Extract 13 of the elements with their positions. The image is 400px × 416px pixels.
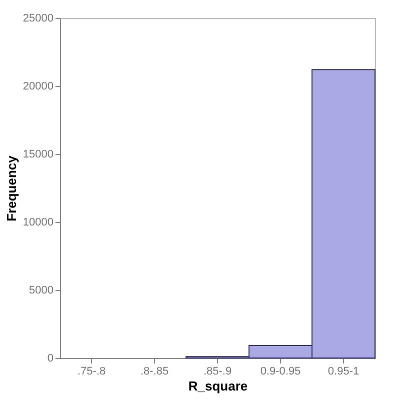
y-axis-title: Frequency [4, 154, 19, 222]
y-tick-label: 0 [47, 352, 54, 364]
y-tick-label: 10000 [22, 216, 54, 228]
y-tick-label: 25000 [22, 12, 54, 24]
y-tick-label: 15000 [22, 148, 54, 160]
x-tick-label: .85-.9 [203, 366, 232, 378]
y-tick-label: 5000 [29, 284, 54, 296]
x-tick-label: .75-.8 [77, 366, 106, 378]
x-tick-label: 0.9-0.95 [260, 366, 301, 378]
y-tick-label: 20000 [22, 80, 54, 92]
x-axis-title: R_square [188, 378, 248, 394]
x-tick-label: .8-.85 [140, 366, 169, 378]
x-tick-label: 0.95-1 [328, 366, 360, 378]
